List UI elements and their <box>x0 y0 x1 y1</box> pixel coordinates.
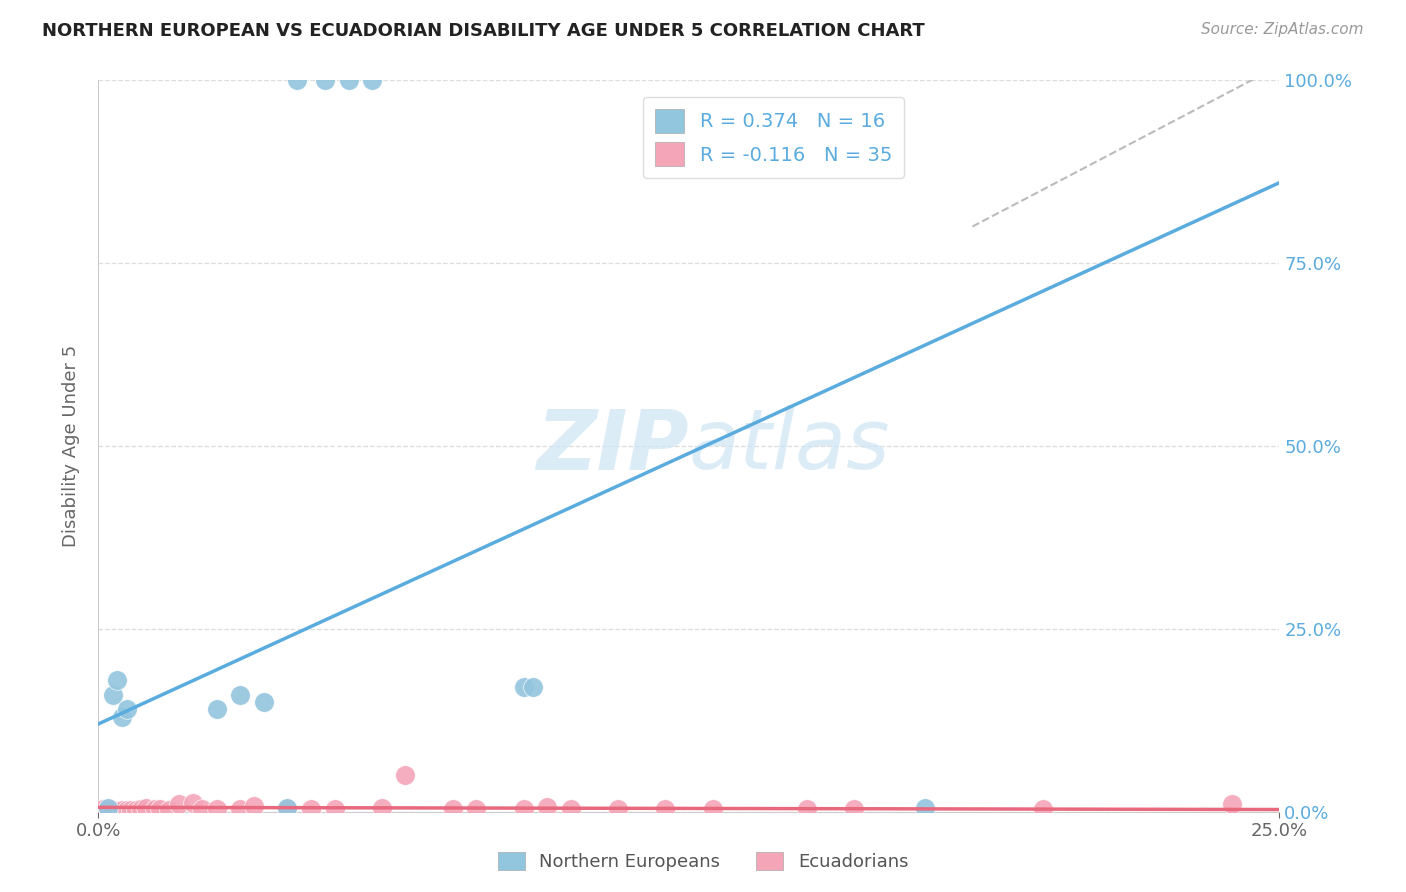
Point <box>1220 797 1243 812</box>
Point <box>143 802 166 816</box>
Point <box>191 802 214 816</box>
Point <box>101 688 124 702</box>
Point <box>394 768 416 782</box>
Point <box>465 802 488 816</box>
Point <box>536 799 558 814</box>
Point <box>607 802 630 816</box>
Point <box>115 702 138 716</box>
Legend: R = 0.374   N = 16, R = -0.116   N = 35: R = 0.374 N = 16, R = -0.116 N = 35 <box>643 97 904 178</box>
Point <box>157 803 180 817</box>
Point <box>512 802 534 816</box>
Point <box>97 801 120 815</box>
Point <box>441 802 464 816</box>
Text: ZIP: ZIP <box>536 406 689 486</box>
Point <box>276 801 298 815</box>
Point <box>323 802 346 816</box>
Point <box>702 802 724 816</box>
Point <box>125 803 148 817</box>
Point <box>654 802 676 816</box>
Y-axis label: Disability Age Under 5: Disability Age Under 5 <box>62 345 80 547</box>
Point <box>167 797 190 812</box>
Point <box>229 688 252 702</box>
Point <box>276 802 298 816</box>
Point <box>512 681 534 695</box>
Point <box>361 73 384 87</box>
Point <box>101 803 124 817</box>
Text: Source: ZipAtlas.com: Source: ZipAtlas.com <box>1201 22 1364 37</box>
Point <box>253 695 276 709</box>
Point <box>299 802 322 816</box>
Legend: Northern Europeans, Ecuadorians: Northern Europeans, Ecuadorians <box>491 845 915 879</box>
Point <box>560 802 582 816</box>
Point <box>1032 802 1054 816</box>
Text: NORTHERN EUROPEAN VS ECUADORIAN DISABILITY AGE UNDER 5 CORRELATION CHART: NORTHERN EUROPEAN VS ECUADORIAN DISABILI… <box>42 22 925 40</box>
Point <box>205 702 228 716</box>
Point <box>522 681 544 695</box>
Point <box>149 802 172 816</box>
Point <box>111 709 134 723</box>
Point <box>91 802 114 816</box>
Point <box>844 802 866 816</box>
Point <box>111 803 134 817</box>
Text: atlas: atlas <box>689 406 890 486</box>
Point <box>105 673 128 687</box>
Point <box>129 802 152 816</box>
Point <box>181 796 204 810</box>
Point <box>115 803 138 817</box>
Point <box>796 802 818 816</box>
Point <box>135 801 157 815</box>
Point <box>337 73 360 87</box>
Point <box>285 73 308 87</box>
Point <box>314 73 336 87</box>
Point <box>205 802 228 816</box>
Point <box>243 798 266 813</box>
Point <box>914 801 936 815</box>
Point <box>229 802 252 816</box>
Point <box>121 803 143 817</box>
Point <box>97 802 120 816</box>
Point <box>371 801 394 815</box>
